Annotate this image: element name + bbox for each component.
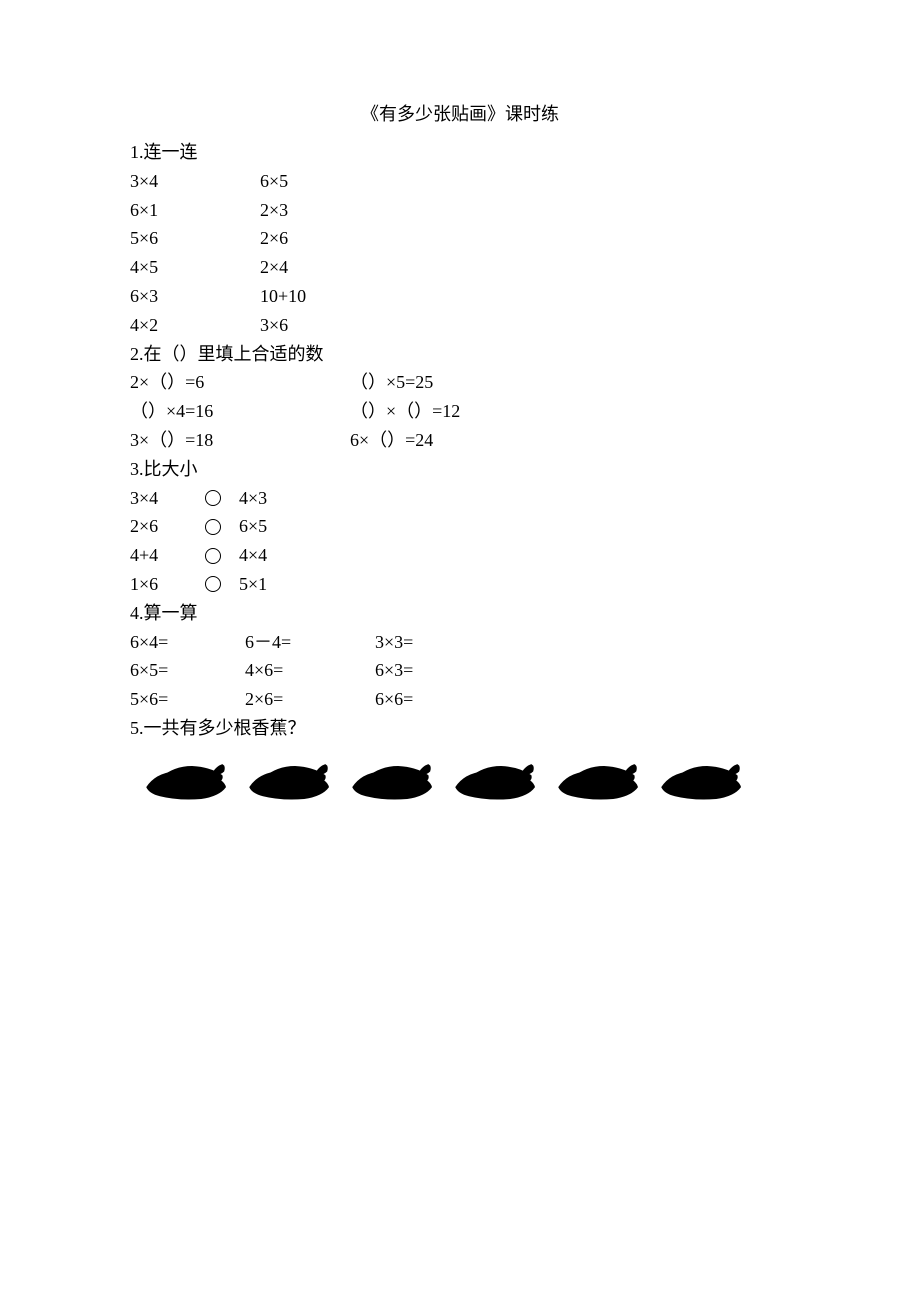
- q1-right: 10+10: [260, 282, 790, 311]
- q3-left: 1×6: [130, 570, 205, 599]
- q2-right: （）×5=25: [350, 368, 790, 397]
- q1-heading: 1.连一连: [130, 138, 790, 167]
- q3-row-0: 3×4 4×3: [130, 484, 790, 513]
- q3-left: 2×6: [130, 512, 205, 541]
- q4-c: 6×6=: [375, 685, 790, 714]
- q4-c: 3×3=: [375, 628, 790, 657]
- q4-b: 4×6=: [245, 656, 375, 685]
- q1-left: 6×3: [130, 282, 260, 311]
- q2-heading: 2.在（）里填上合适的数: [130, 340, 790, 369]
- q3-row-1: 2×6 6×5: [130, 512, 790, 541]
- q1-right: 2×4: [260, 253, 790, 282]
- q1-row-4: 6×3 10+10: [130, 282, 790, 311]
- compare-circle-icon: [205, 576, 221, 592]
- q1-row-2: 5×6 2×6: [130, 224, 790, 253]
- q2-row-1: （）×4=16 （）×（）=12: [130, 397, 790, 426]
- banana-bunch-icon: [346, 755, 441, 810]
- q1-left: 5×6: [130, 224, 260, 253]
- q3-right: 6×5: [239, 512, 790, 541]
- compare-circle-icon: [205, 490, 221, 506]
- q1-left: 4×5: [130, 253, 260, 282]
- q2-row-2: 3×（）=18 6×（）=24: [130, 426, 790, 455]
- q1-row-5: 4×2 3×6: [130, 311, 790, 340]
- q4-row-0: 6×4= 6－4= 3×3=: [130, 628, 790, 657]
- q4-row-2: 5×6= 2×6= 6×6=: [130, 685, 790, 714]
- q4-a: 6×4=: [130, 628, 245, 657]
- q2-left: （）×4=16: [130, 397, 350, 426]
- q2-right: 6×（）=24: [350, 426, 790, 455]
- q4-heading: 4.算一算: [130, 599, 790, 628]
- q1-right: 2×6: [260, 224, 790, 253]
- banana-bunch-icon: [552, 755, 647, 810]
- q1-right: 3×6: [260, 311, 790, 340]
- q4-a: 6×5=: [130, 656, 245, 685]
- banana-bunch-icon: [449, 755, 544, 810]
- banana-bunch-icon: [140, 755, 235, 810]
- compare-circle-icon: [205, 519, 221, 535]
- q1-row-0: 3×4 6×5: [130, 167, 790, 196]
- q4-b: 6－4=: [245, 628, 375, 657]
- q3-right: 4×3: [239, 484, 790, 513]
- q2-left: 2×（）=6: [130, 368, 350, 397]
- q2-right: （）×（）=12: [350, 397, 790, 426]
- q1-right: 2×3: [260, 196, 790, 225]
- q3-row-3: 1×6 5×1: [130, 570, 790, 599]
- worksheet-title: 《有多少张贴画》课时练: [130, 100, 790, 126]
- q3-left: 3×4: [130, 484, 205, 513]
- banana-bunch-row: [130, 755, 790, 810]
- q1-left: 4×2: [130, 311, 260, 340]
- q1-left: 3×4: [130, 167, 260, 196]
- q3-left: 4+4: [130, 541, 205, 570]
- banana-bunch-icon: [655, 755, 750, 810]
- q3-right: 4×4: [239, 541, 790, 570]
- banana-bunch-icon: [243, 755, 338, 810]
- q1-left: 6×1: [130, 196, 260, 225]
- q3-row-2: 4+4 4×4: [130, 541, 790, 570]
- q2-left: 3×（）=18: [130, 426, 350, 455]
- q1-row-1: 6×1 2×3: [130, 196, 790, 225]
- q4-b: 2×6=: [245, 685, 375, 714]
- q4-a: 5×6=: [130, 685, 245, 714]
- q3-right: 5×1: [239, 570, 790, 599]
- q5-heading: 5.一共有多少根香蕉？: [130, 714, 790, 743]
- q2-row-0: 2×（）=6 （）×5=25: [130, 368, 790, 397]
- q4-c: 6×3=: [375, 656, 790, 685]
- compare-circle-icon: [205, 548, 221, 564]
- q4-row-1: 6×5= 4×6= 6×3=: [130, 656, 790, 685]
- q1-right: 6×5: [260, 167, 790, 196]
- q1-row-3: 4×5 2×4: [130, 253, 790, 282]
- q3-heading: 3.比大小: [130, 455, 790, 484]
